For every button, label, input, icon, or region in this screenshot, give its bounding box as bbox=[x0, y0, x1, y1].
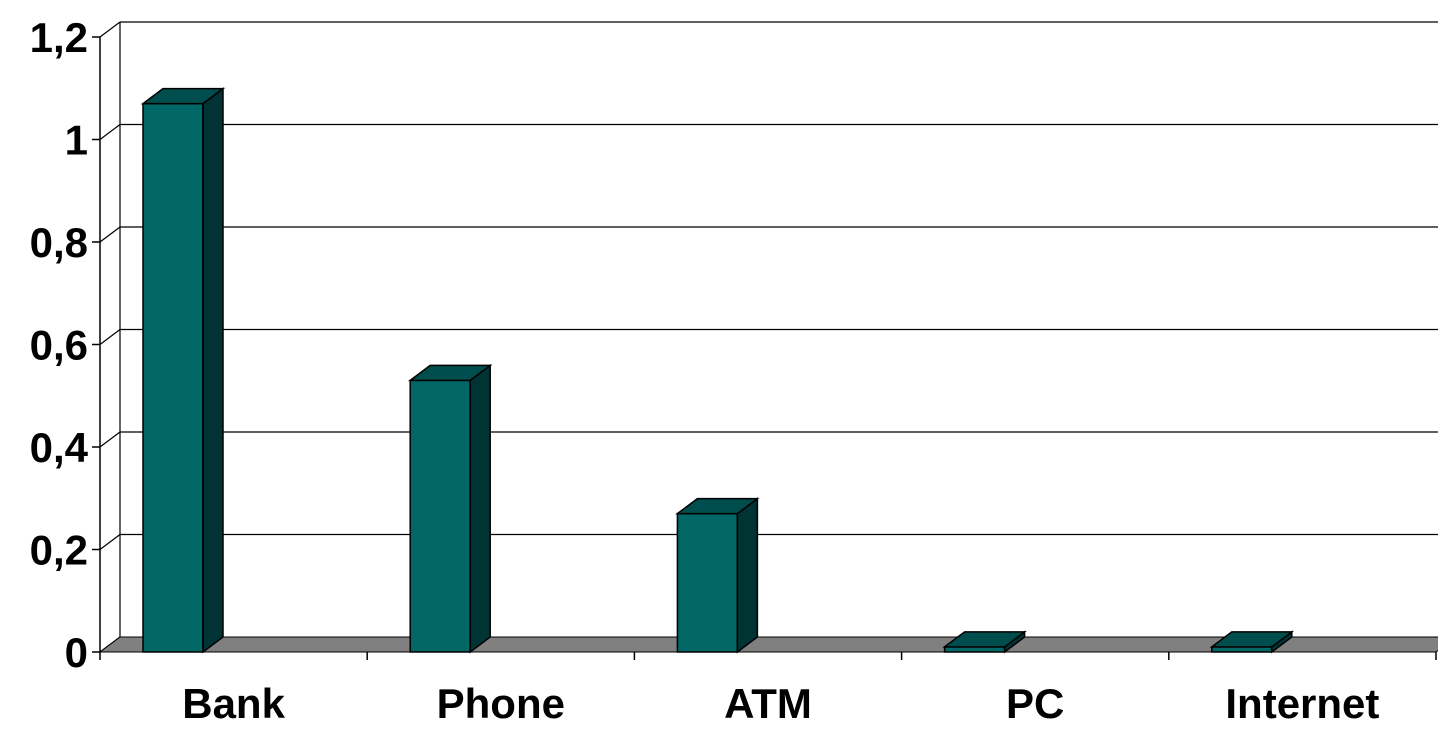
bar-side-face bbox=[202, 87, 224, 654]
y-tick-label: 1 bbox=[65, 117, 88, 164]
side-wall-line bbox=[99, 329, 121, 345]
side-wall-line bbox=[99, 431, 121, 448]
x-tick-label: Phone bbox=[437, 680, 565, 727]
tick-labels: 0 0,2 0,4 0,6 0,8 1 1,2 Bank Phone ATM PC Internet bbox=[30, 14, 1380, 727]
axes bbox=[92, 22, 1437, 660]
y-tick-label: 0 bbox=[65, 629, 88, 676]
side-wall-line bbox=[99, 21, 121, 38]
bar bbox=[407, 363, 493, 654]
bar-front-face bbox=[409, 379, 471, 653]
bar-top-face bbox=[675, 497, 760, 515]
x-tick-label: PC bbox=[1006, 680, 1064, 727]
y-tick-label: 0,4 bbox=[30, 424, 89, 471]
bar-front-face bbox=[676, 512, 739, 653]
x-tick-label: ATM bbox=[724, 680, 812, 727]
bar-side-face bbox=[469, 363, 491, 654]
bar-top-face bbox=[1209, 631, 1295, 648]
x-tick-label: Bank bbox=[182, 680, 285, 727]
y-tick-label: 1,2 bbox=[30, 14, 88, 61]
bar-top-face bbox=[942, 631, 1027, 648]
side-wall-line bbox=[99, 534, 121, 550]
y-tick-label: 0,2 bbox=[30, 527, 88, 574]
bar-front-face bbox=[1211, 646, 1273, 653]
side-wall-line bbox=[99, 124, 121, 140]
bar-side-face bbox=[736, 497, 759, 654]
bar bbox=[140, 87, 226, 654]
bar-top-face bbox=[407, 364, 493, 382]
bar-top-face bbox=[140, 87, 226, 105]
bar bbox=[1209, 630, 1295, 654]
bar-front-face bbox=[142, 102, 204, 653]
side-wall-line bbox=[99, 226, 121, 243]
gridlines bbox=[99, 21, 1438, 653]
x-tick-label: Internet bbox=[1225, 680, 1379, 727]
bar bbox=[675, 497, 760, 654]
y-tick-label: 0,8 bbox=[30, 219, 88, 266]
bars bbox=[140, 87, 1295, 654]
bar bbox=[942, 630, 1027, 654]
y-tick-label: 0,6 bbox=[30, 322, 88, 369]
bar-front-face bbox=[943, 646, 1006, 653]
